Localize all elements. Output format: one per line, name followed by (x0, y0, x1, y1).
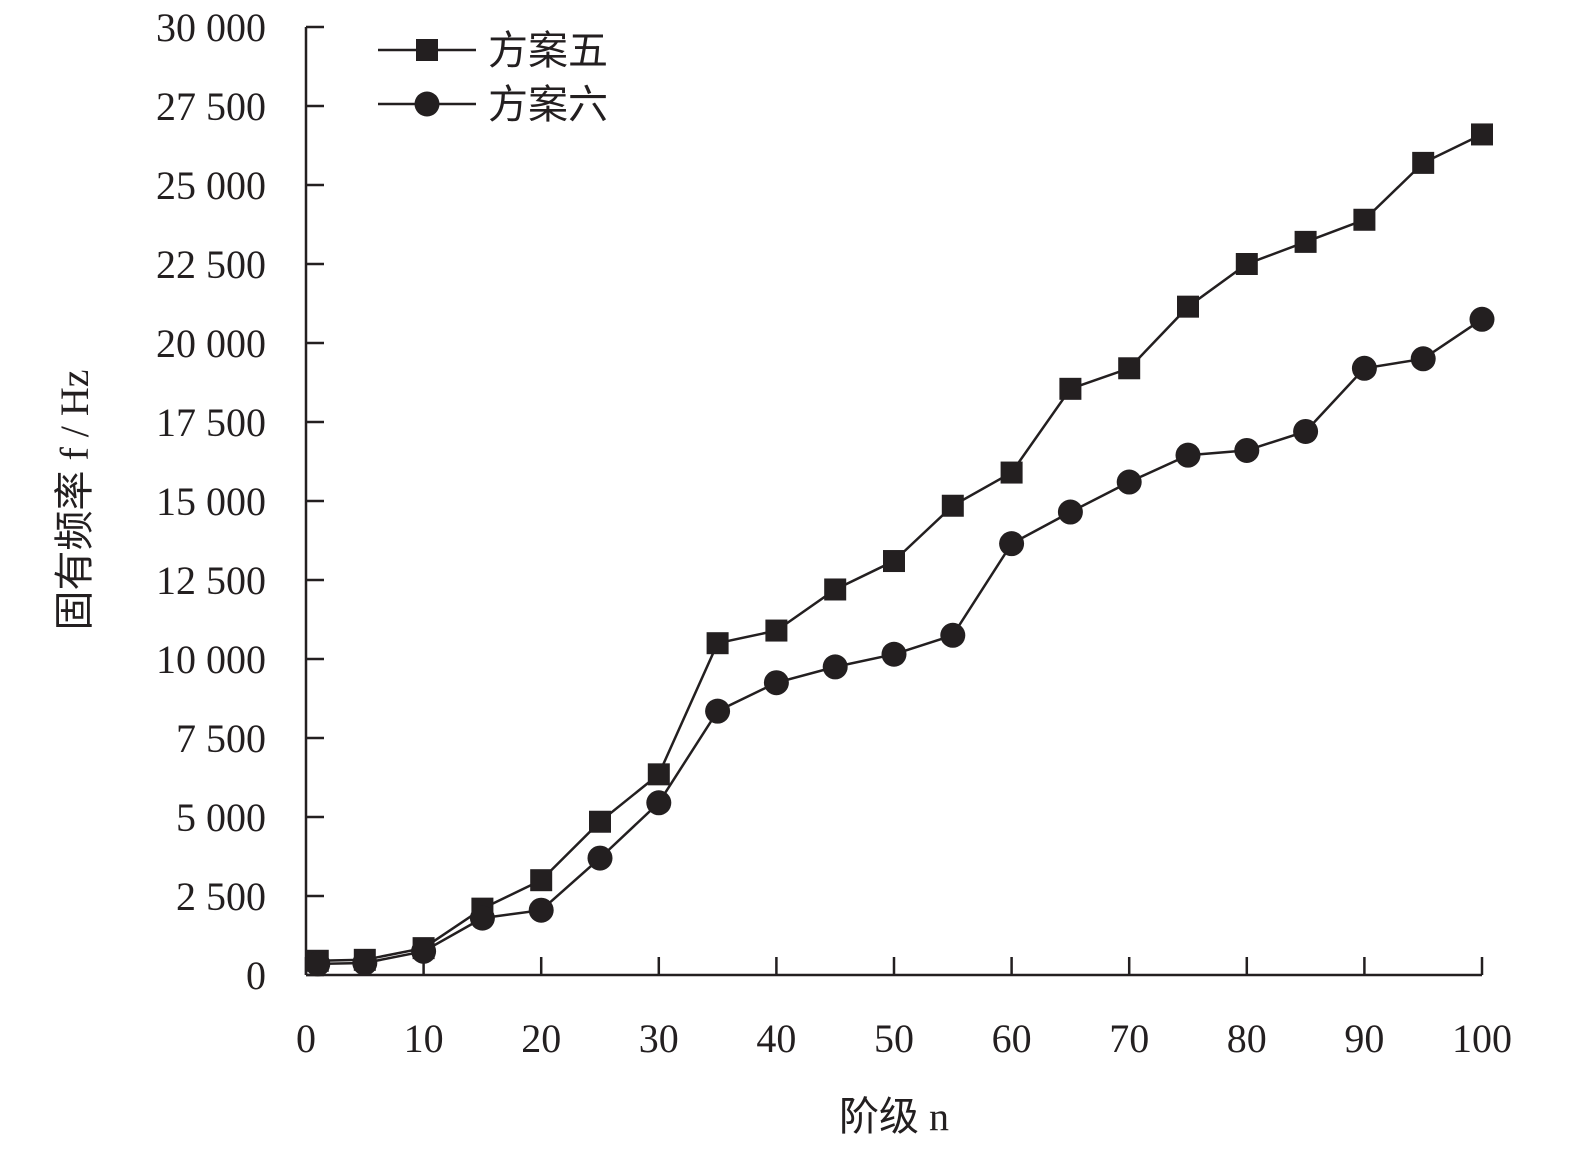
y-ticks: 0 2 500 5 000 7 500 10 000 12 500 15 000 17 500… (156, 5, 324, 998)
legend-item: 方案五 (378, 28, 608, 73)
data-point (765, 619, 788, 642)
data-point (1410, 346, 1436, 372)
data-point (1177, 295, 1199, 318)
data-point (883, 550, 905, 573)
data-point (763, 670, 789, 696)
data-point (411, 938, 437, 964)
data-point (1469, 306, 1495, 332)
data-point (1353, 208, 1376, 231)
data-point (589, 810, 611, 833)
series-line (317, 133, 1483, 963)
series-square (306, 123, 1493, 972)
series-line (317, 318, 1483, 966)
data-point (528, 897, 554, 923)
data-point (706, 632, 729, 655)
legend-label: 方案五 (488, 28, 608, 73)
data-point (1234, 437, 1260, 463)
data-point (530, 869, 553, 892)
x-tick-label: 0 (296, 1016, 316, 1061)
data-point (1235, 253, 1258, 275)
x-tick-label: 20 (521, 1016, 561, 1061)
y-tick-label: 2 500 (176, 874, 266, 919)
legend-label: 方案六 (488, 82, 608, 127)
series-circle (305, 306, 1495, 977)
data-point (1351, 355, 1377, 381)
x-tick-label: 80 (1227, 1016, 1267, 1061)
y-tick-label: 15 000 (156, 479, 266, 524)
data-point (305, 951, 331, 977)
axes (304, 27, 1482, 977)
data-point (352, 950, 378, 976)
data-point (941, 494, 964, 517)
y-tick-label: 27 500 (156, 84, 266, 129)
data-point (824, 578, 847, 601)
data-point (1293, 418, 1319, 444)
y-tick-label: 30 000 (156, 5, 266, 50)
y-tick-label: 10 000 (156, 637, 266, 682)
y-tick-label: 5 000 (176, 795, 266, 840)
y-tick-label: 12 500 (156, 558, 266, 603)
x-axis-title: 阶级 n (839, 1094, 949, 1139)
x-ticks: 0 10 20 30 40 50 60 70 80 90 100 (296, 957, 1512, 1061)
x-tick-label: 90 (1344, 1016, 1384, 1061)
x-tick-label: 50 (874, 1016, 914, 1061)
x-tick-label: 40 (756, 1016, 796, 1061)
data-point (1116, 469, 1142, 495)
y-tick-label: 25 000 (156, 163, 266, 208)
data-point (647, 763, 670, 786)
data-point (1000, 461, 1023, 484)
data-point (646, 790, 672, 816)
x-tick-label: 30 (639, 1016, 679, 1061)
data-point (1059, 377, 1082, 400)
y-tick-label: 17 500 (156, 400, 266, 445)
data-point (999, 531, 1025, 557)
x-tick-label: 60 (992, 1016, 1032, 1061)
data-point (705, 698, 731, 724)
data-point (881, 641, 907, 667)
x-tick-label: 10 (404, 1016, 444, 1061)
data-point (1471, 123, 1493, 146)
legend-marker (414, 91, 440, 117)
data-point (822, 654, 848, 680)
data-point (1118, 357, 1141, 380)
data-point (1175, 442, 1201, 468)
data-point (940, 622, 966, 648)
y-tick-label: 20 000 (156, 321, 266, 366)
series (305, 123, 1495, 977)
data-point (1412, 151, 1435, 174)
data-point (1294, 230, 1317, 253)
x-tick-label: 70 (1109, 1016, 1149, 1061)
y-tick-label: 7 500 (176, 716, 266, 761)
y-tick-label: 0 (246, 953, 266, 998)
legend-marker (416, 39, 438, 61)
y-axis-title: 固有频率 f / Hz (52, 369, 97, 630)
data-point (469, 905, 495, 931)
legend-item: 方案六 (378, 82, 608, 127)
data-point (1057, 499, 1083, 525)
data-point (587, 845, 613, 871)
x-tick-label: 100 (1452, 1016, 1512, 1061)
y-tick-label: 22 500 (156, 242, 266, 287)
